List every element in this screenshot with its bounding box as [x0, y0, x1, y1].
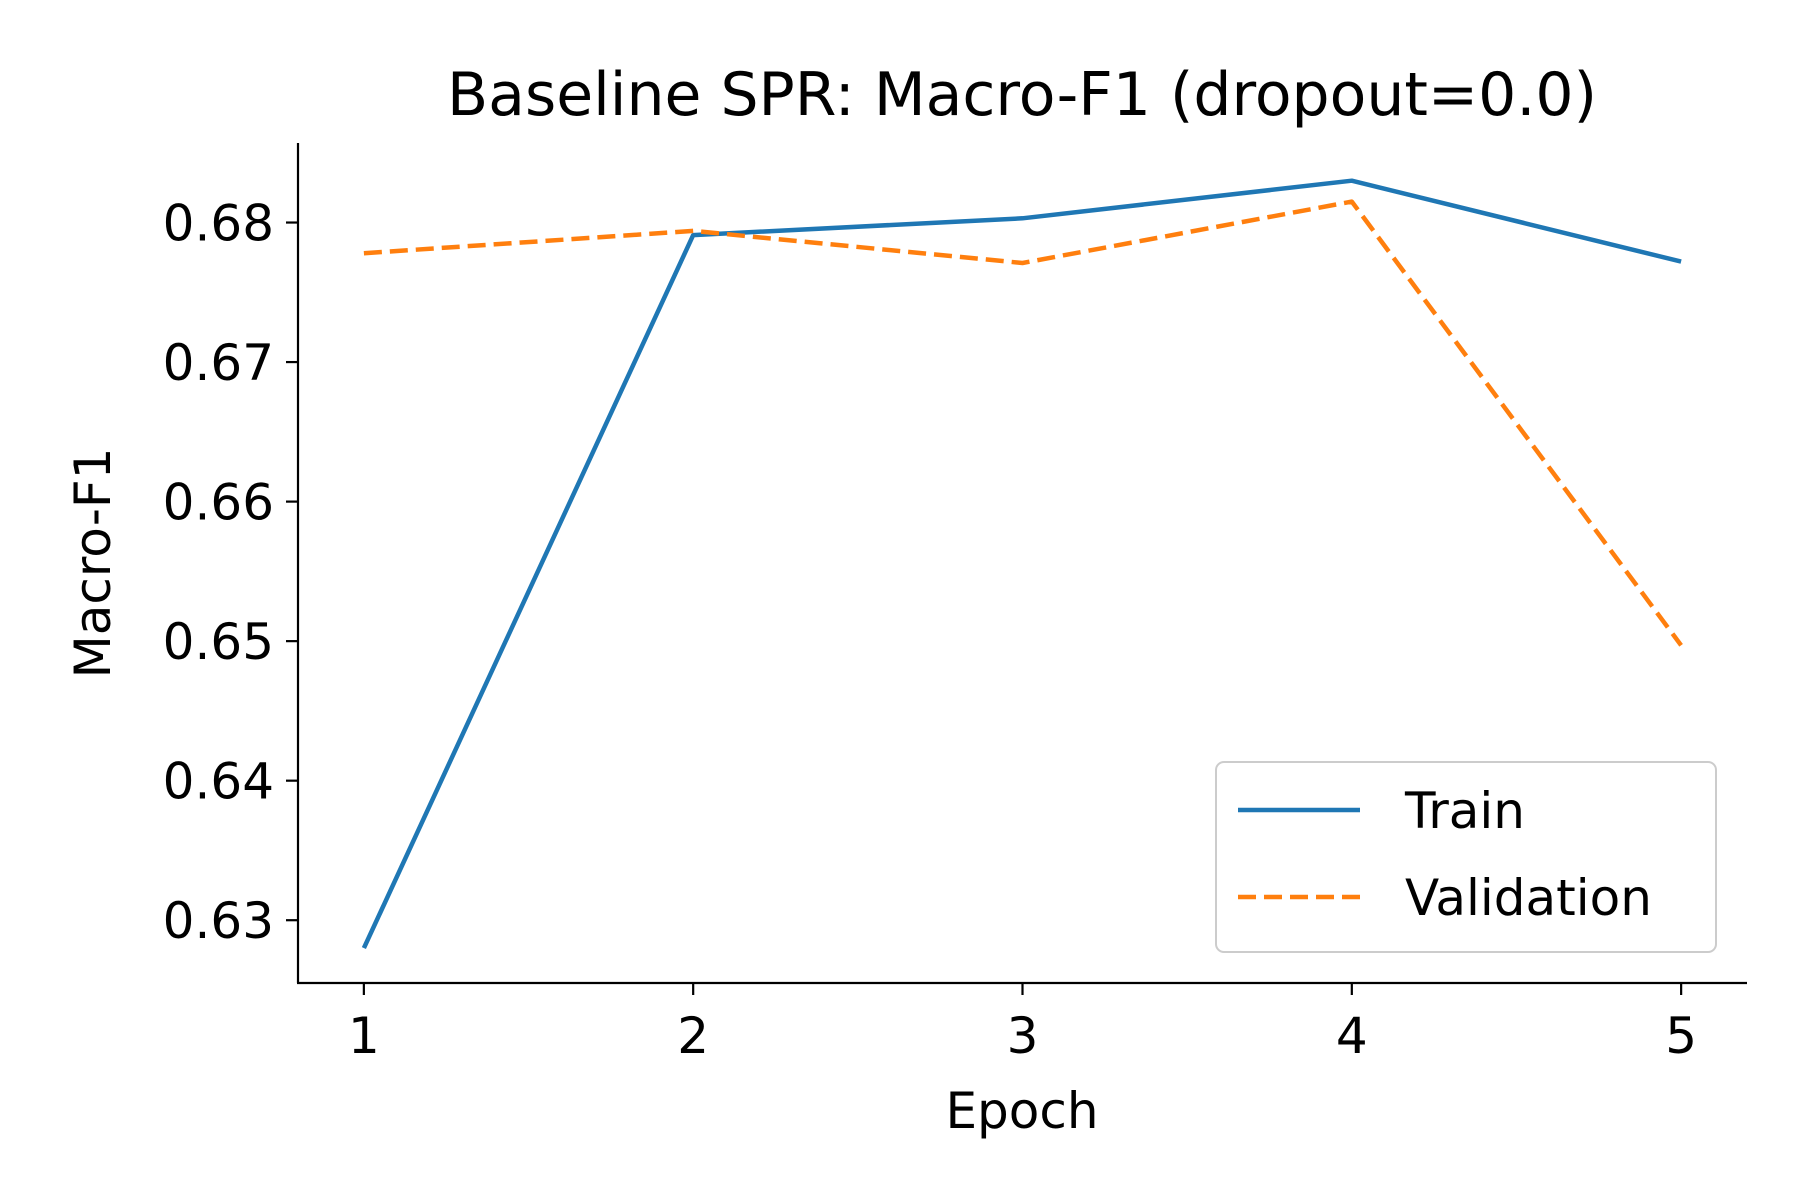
plot-area: [361, 178, 1683, 950]
legend: Train Validation: [1215, 761, 1717, 953]
y-tick-label: 0.65: [163, 613, 274, 671]
x-axis-ticks: 1 2 3 4 5: [348, 983, 1697, 1065]
x-tick-label: 1: [348, 1007, 380, 1065]
y-tick-label: 0.68: [163, 195, 274, 253]
series-line-train: [361, 178, 1682, 950]
y-tick-label: 0.67: [163, 334, 274, 392]
legend-label-train: Train: [1404, 782, 1525, 840]
y-tick-label: 0.64: [163, 753, 274, 811]
chart-title: Baseline SPR: Macro-F1 (dropout=0.0): [447, 60, 1597, 130]
y-axis-label: Macro-F1: [64, 448, 122, 679]
legend-label-validation: Validation: [1405, 869, 1652, 927]
y-axis-ticks: 0.63 0.64 0.65 0.66 0.67 0.68: [163, 195, 298, 950]
x-axis-label: Epoch: [945, 1082, 1098, 1140]
x-tick-label: 3: [1007, 1007, 1039, 1065]
x-tick-label: 4: [1336, 1007, 1368, 1065]
y-tick-label: 0.63: [163, 892, 274, 950]
x-tick-label: 5: [1665, 1007, 1697, 1065]
y-tick-label: 0.66: [163, 474, 274, 532]
x-tick-label: 2: [677, 1007, 709, 1065]
series-line-validation: [363, 199, 1683, 647]
